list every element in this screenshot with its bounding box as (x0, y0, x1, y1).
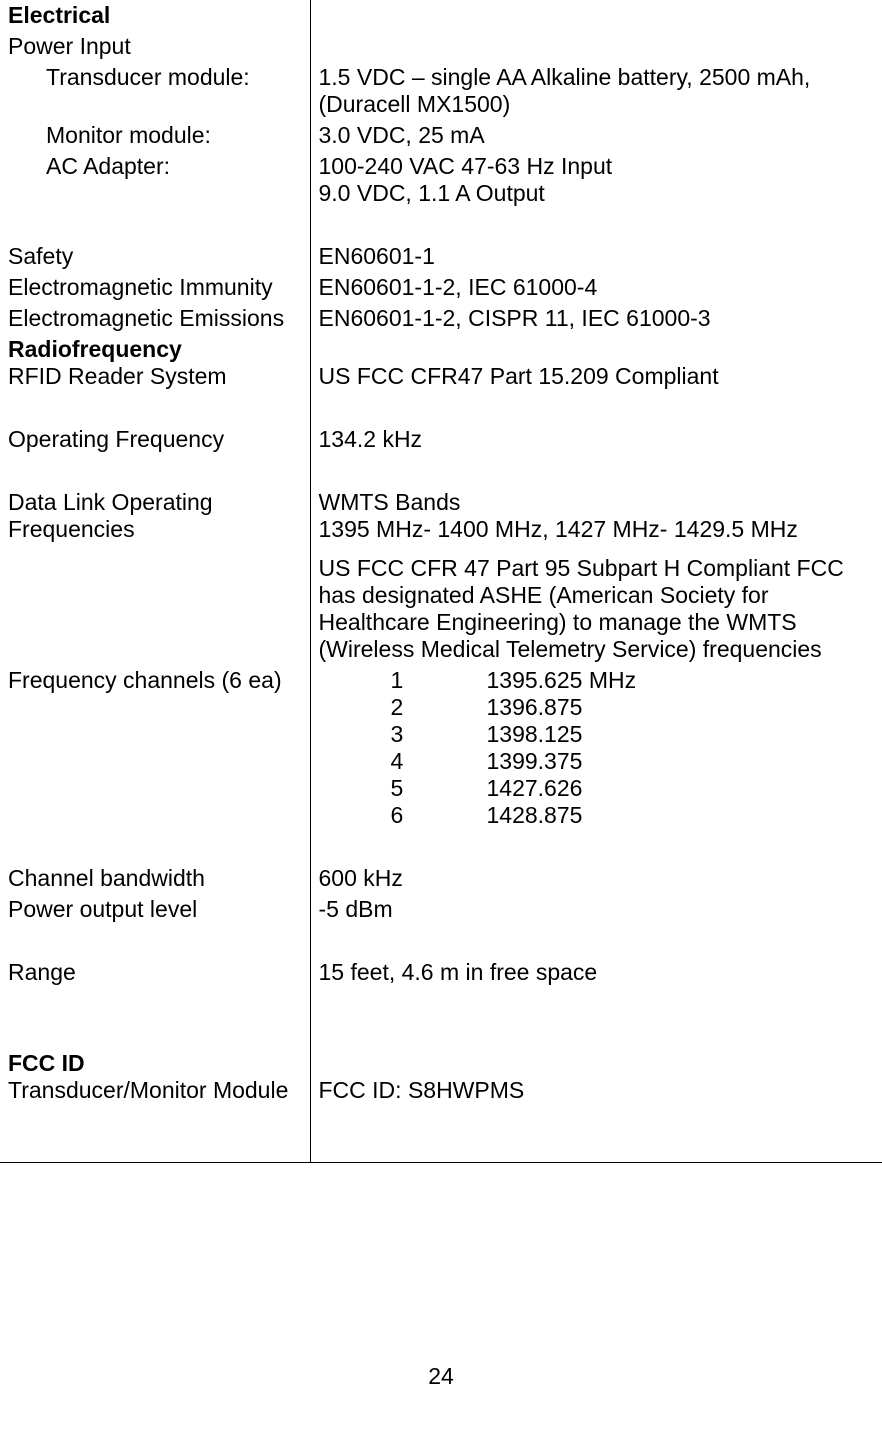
specification-page: Electrical Power Input Transducer module… (0, 0, 882, 1430)
channel-row: 51427.626 (319, 775, 875, 802)
blank-row (0, 392, 882, 424)
row-bandwidth: Channel bandwidth 600 kHz (0, 863, 882, 894)
datalink-value-2: 1395 MHz- 1400 MHz, 1427 MHz- 1429.5 MHz (319, 516, 875, 543)
ac-adapter-value-2: 9.0 VDC, 1.1 A Output (319, 180, 875, 207)
row-power-input: Power Input (0, 31, 882, 62)
row-safety: Safety EN60601-1 (0, 241, 882, 272)
spec-table: Electrical Power Input Transducer module… (0, 0, 882, 1163)
channel-row: 11395.625 MHz (319, 667, 875, 694)
row-range: Range 15 feet, 4.6 m in free space (0, 957, 882, 988)
row-rf-heading: Radiofrequency RFID Reader System US FCC… (0, 334, 882, 392)
blank-row (0, 925, 882, 957)
channel-num: 5 (319, 775, 391, 802)
transducer-label: Transducer module: (8, 64, 302, 91)
channel-value: 1396.875 (391, 694, 583, 721)
blank-row (0, 455, 882, 487)
channels-list: 11395.625 MHz21396.87531398.12541399.375… (319, 667, 875, 829)
row-electrical-heading: Electrical (0, 0, 882, 31)
channel-value: 1399.375 (391, 748, 583, 775)
ac-adapter-label: AC Adapter: (8, 153, 302, 180)
bandwidth-value: 600 kHz (319, 865, 403, 891)
monitor-value: 3.0 VDC, 25 mA (319, 122, 485, 148)
ac-adapter-value-1: 100-240 VAC 47-63 Hz Input (319, 153, 875, 180)
channel-row: 61428.875 (319, 802, 875, 829)
range-label: Range (8, 959, 76, 985)
channel-value: 1395.625 MHz (391, 667, 637, 694)
channel-num: 3 (319, 721, 391, 748)
row-transducer: Transducer module: 1.5 VDC – single AA A… (0, 62, 882, 120)
eme-value: EN60601-1-2, CISPR 11, IEC 61000-3 (319, 305, 711, 331)
monitor-label: Monitor module: (8, 122, 302, 149)
row-datalink: Data Link Operating Frequencies WMTS Ban… (0, 487, 882, 545)
power-output-label: Power output level (8, 896, 197, 922)
channel-row: 41399.375 (319, 748, 875, 775)
channel-num: 2 (319, 694, 391, 721)
blank-row (0, 831, 882, 863)
channel-num: 1 (319, 667, 391, 694)
emi-value: EN60601-1-2, IEC 61000-4 (319, 274, 598, 300)
op-freq-value: 134.2 kHz (319, 426, 423, 452)
fcc-module-label: Transducer/Monitor Module (8, 1077, 302, 1104)
page-number: 24 (0, 1163, 882, 1430)
fcc-heading: FCC ID (8, 1050, 302, 1077)
transducer-value: 1.5 VDC – single AA Alkaline battery, 25… (319, 64, 811, 117)
safety-label: Safety (8, 243, 73, 269)
datalink-label: Data Link Operating Frequencies (8, 489, 213, 542)
bandwidth-label: Channel bandwidth (8, 865, 205, 891)
blank-row (0, 209, 882, 241)
row-compliance: US FCC CFR 47 Part 95 Subpart H Complian… (0, 545, 882, 665)
row-eme: Electromagnetic Emissions EN60601-1-2, C… (0, 303, 882, 334)
row-fcc-heading: FCC ID Transducer/Monitor Module FCC ID:… (0, 1048, 882, 1163)
power-input-label: Power Input (8, 33, 131, 59)
channel-num: 6 (319, 802, 391, 829)
rf-heading: Radiofrequency (8, 336, 302, 363)
row-freq-channels: Frequency channels (6 ea) 11395.625 MHz2… (0, 665, 882, 831)
channel-row: 31398.125 (319, 721, 875, 748)
emi-label: Electromagnetic Immunity (8, 274, 273, 300)
datalink-value-1: WMTS Bands (319, 489, 875, 516)
safety-value: EN60601-1 (319, 243, 435, 269)
row-op-freq: Operating Frequency 134.2 kHz (0, 424, 882, 455)
rfid-value: US FCC CFR47 Part 15.209 Compliant (319, 363, 875, 390)
power-output-value: -5 dBm (319, 896, 393, 922)
channel-value: 1428.875 (391, 802, 583, 829)
fcc-id-value: FCC ID: S8HWPMS (319, 1077, 875, 1104)
row-ac-adapter: AC Adapter: 100-240 VAC 47-63 Hz Input 9… (0, 151, 882, 209)
row-power-output: Power output level -5 dBm (0, 894, 882, 925)
rfid-label: RFID Reader System (8, 363, 302, 390)
electrical-heading: Electrical (8, 2, 110, 28)
channel-value: 1398.125 (391, 721, 583, 748)
compliance-text: US FCC CFR 47 Part 95 Subpart H Complian… (319, 555, 844, 662)
eme-label: Electromagnetic Emissions (8, 305, 284, 331)
channel-row: 21396.875 (319, 694, 875, 721)
row-monitor: Monitor module: 3.0 VDC, 25 mA (0, 120, 882, 151)
channel-num: 4 (319, 748, 391, 775)
op-freq-label: Operating Frequency (8, 426, 224, 452)
range-value: 15 feet, 4.6 m in free space (319, 959, 598, 985)
freq-channels-label: Frequency channels (6 ea) (8, 667, 282, 693)
blank-row (0, 988, 882, 1048)
row-emi: Electromagnetic Immunity EN60601-1-2, IE… (0, 272, 882, 303)
channel-value: 1427.626 (391, 775, 583, 802)
